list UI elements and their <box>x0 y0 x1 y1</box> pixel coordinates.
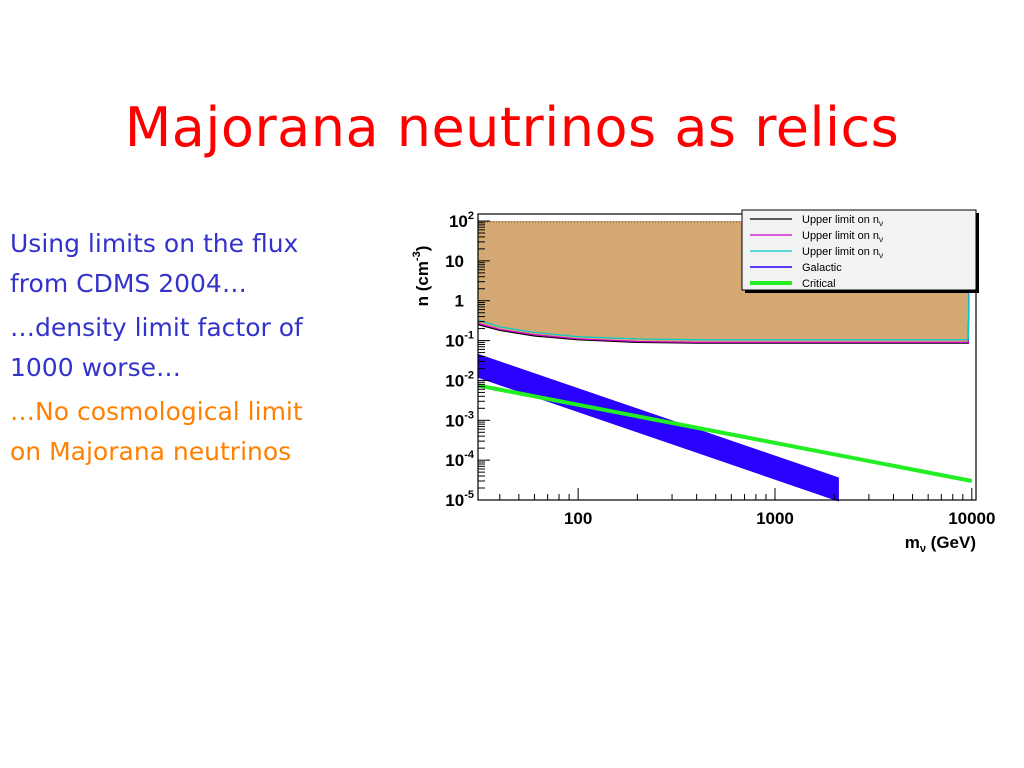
y-tick-label: 10 <box>445 252 464 271</box>
plot-frame <box>477 213 977 501</box>
y-tick-label: 1 <box>455 292 464 311</box>
legend-entry: Upper limit on nν <box>802 214 883 228</box>
y-axis-label: n (cm-3) <box>411 246 432 307</box>
series-line-2 <box>477 221 971 341</box>
slide-title: Majorana neutrinos as relics <box>124 96 900 159</box>
y-tick-label: 102 <box>449 210 474 231</box>
y-tick-label: 10-4 <box>445 449 475 470</box>
x-axis-label: mν (GeV) <box>905 533 976 555</box>
legend-box <box>741 209 977 291</box>
y-tick-label: 10-2 <box>445 369 474 390</box>
x-tick-label: 1000 <box>756 509 794 528</box>
y-tick-label: 10-3 <box>445 409 474 430</box>
series-galactic-band <box>477 353 839 502</box>
legend-entry: Upper limit on nν <box>802 230 883 244</box>
bullet-density-limit: …density limit factor of 1000 worse… <box>10 313 303 382</box>
bullet-flux-limits: Using limits on the flux from CDMS 2004… <box>10 229 299 298</box>
x-tick-label: 10000 <box>948 509 995 528</box>
legend-entry: Galactic <box>802 262 842 274</box>
chart-svg: 102 10 1 10-1 10-2 10-3 10-4 10-5 100 1000 10000 mν… <box>411 209 995 555</box>
y-tick-label: 10-5 <box>445 489 474 510</box>
legend-entry: Upper limit on nν <box>802 246 883 260</box>
density-limit-chart: 102 10 1 10-1 10-2 10-3 10-4 10-5 100 1000 10000 mν… <box>398 200 1014 560</box>
x-tick-label: 100 <box>564 509 592 528</box>
series-line-0 <box>477 221 971 344</box>
series-line-1 <box>477 221 971 344</box>
bullet-no-cosmological-limit: …No cosmological limit on Majorana neutr… <box>10 397 303 466</box>
series-line-4 <box>477 383 973 483</box>
y-tick-label: 10-1 <box>445 330 474 351</box>
legend-entry: Critical <box>802 278 836 290</box>
bullet-list: Using limits on the flux from CDMS 2004…… <box>10 224 395 476</box>
